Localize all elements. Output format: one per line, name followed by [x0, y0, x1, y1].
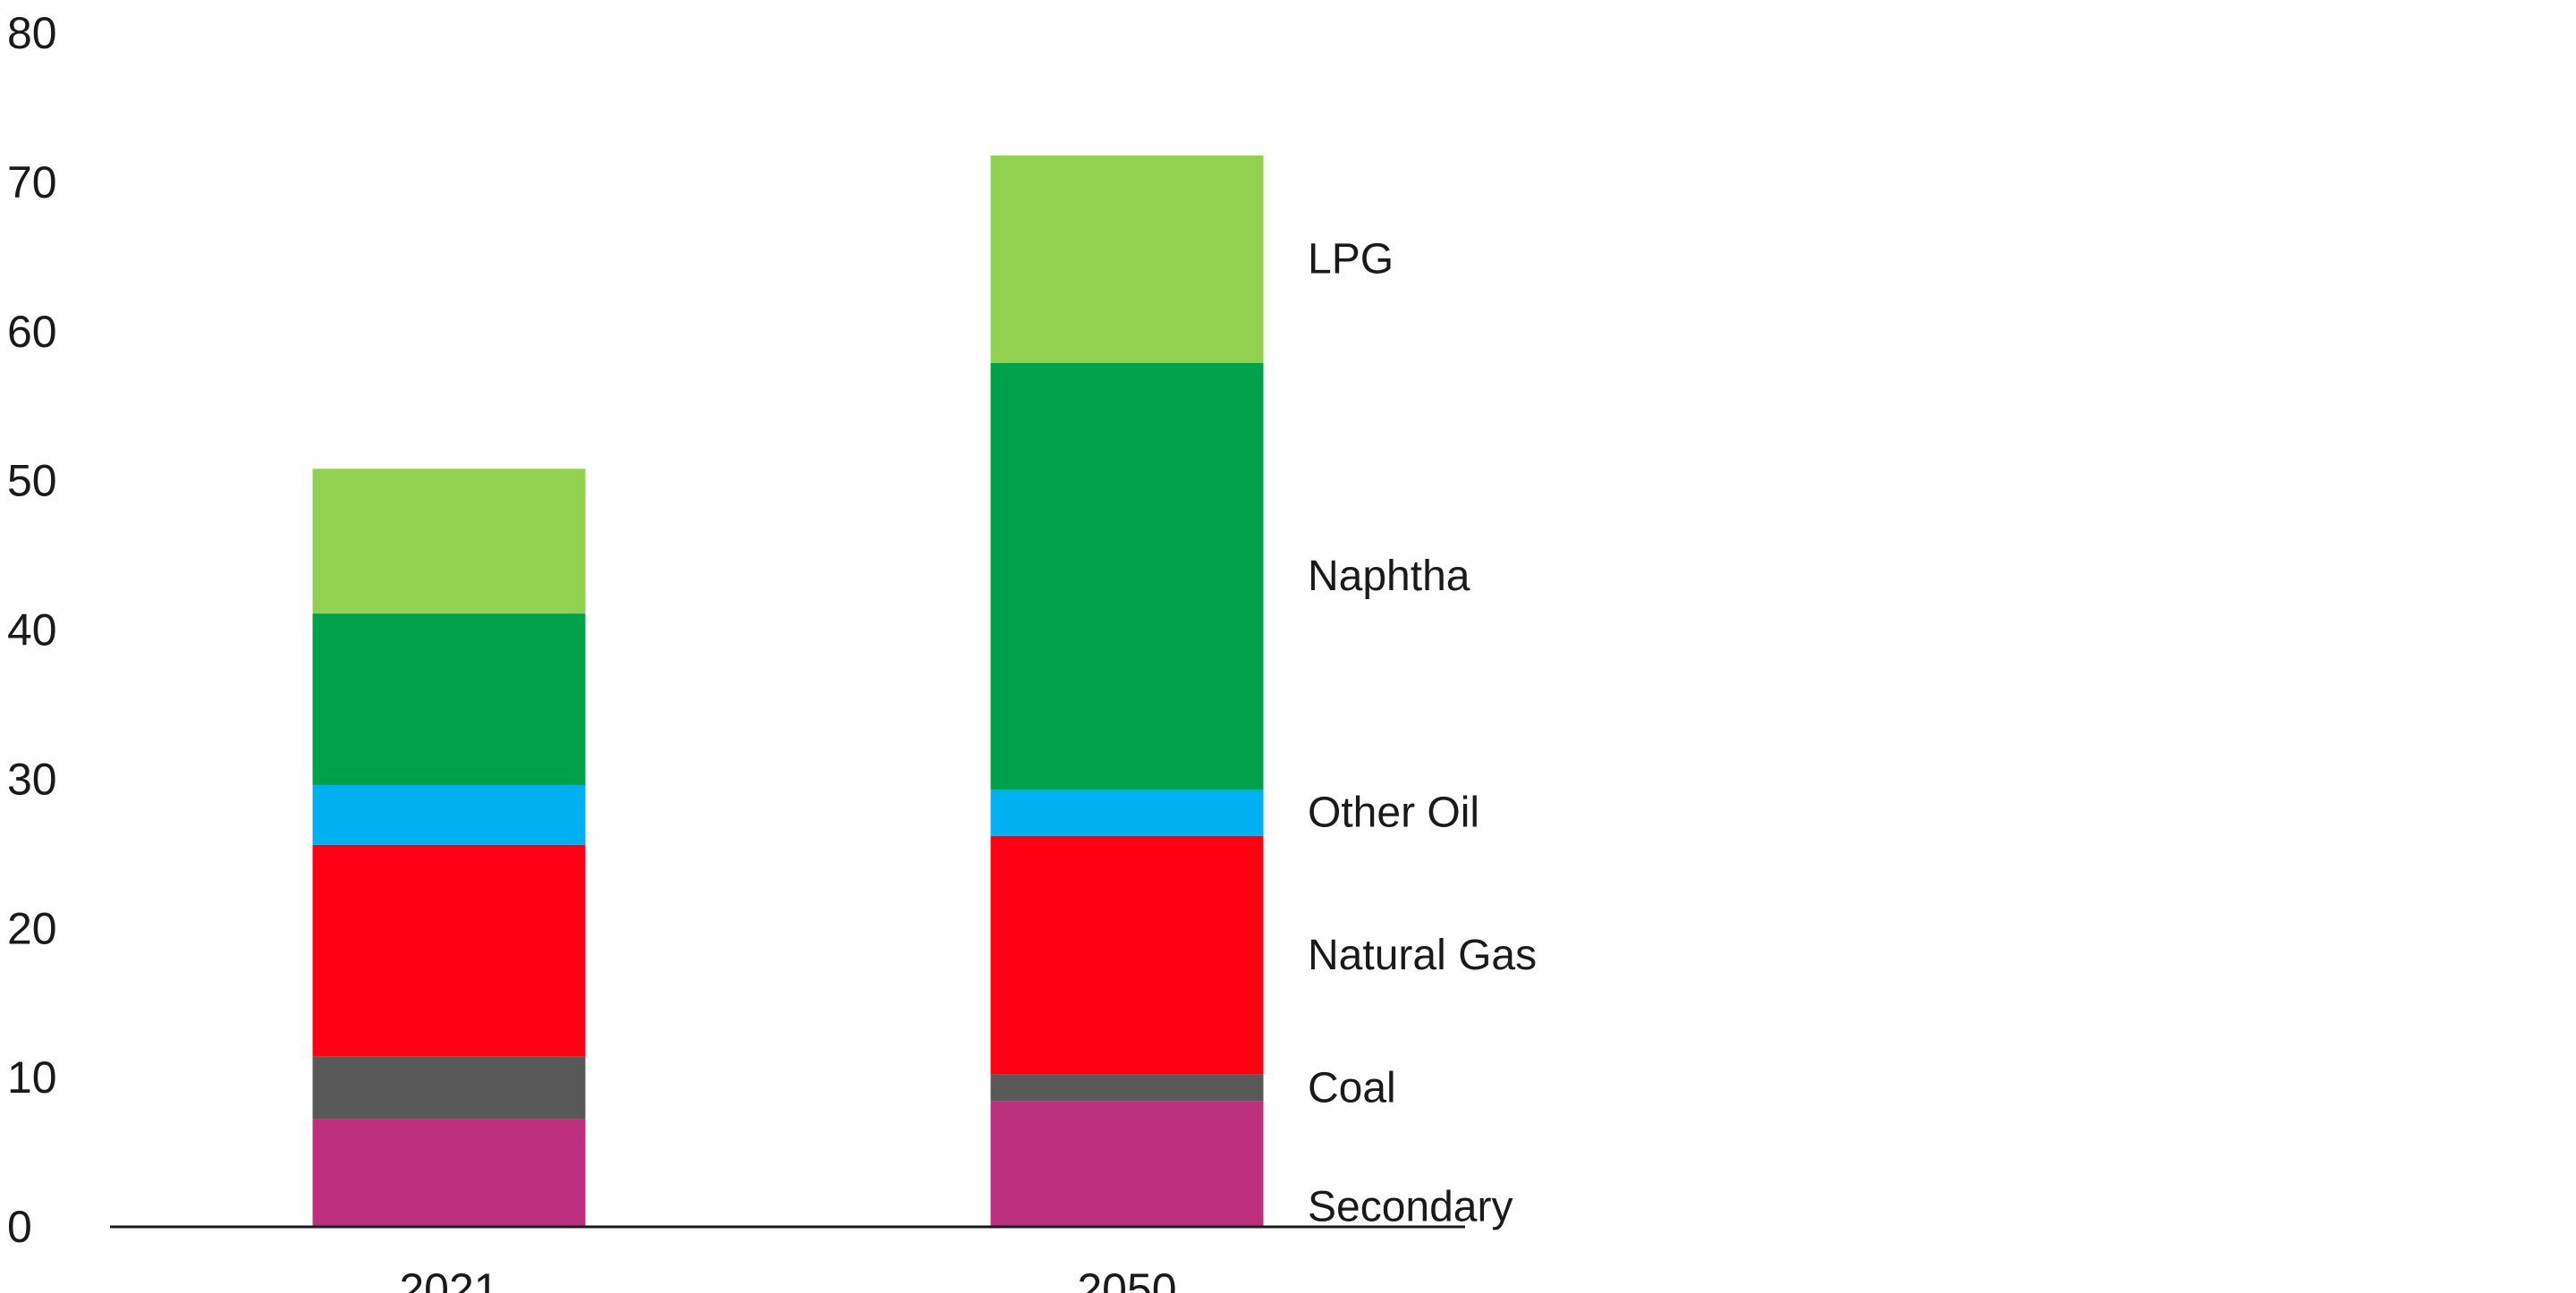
bar-segment-natural-gas-2021	[312, 844, 586, 1057]
y-tick-label: 30	[7, 754, 57, 804]
bars	[312, 155, 1264, 1227]
bar-segment-naphtha-2021	[312, 613, 586, 786]
y-tick-label: 10	[7, 1052, 57, 1103]
bar-segment-other-oil-2050	[990, 790, 1264, 836]
bar-segment-lpg-2050	[990, 155, 1264, 363]
bar-segment-naphtha-2050	[990, 362, 1264, 790]
y-tick-label: 80	[7, 8, 57, 58]
bar-segment-other-oil-2021	[312, 785, 586, 845]
y-axis-tick-labels: 0 10 20 30 40 50 60 70 80	[7, 8, 57, 1252]
y-tick-label: 70	[7, 157, 57, 207]
bar-segment-secondary-2050	[990, 1101, 1264, 1227]
y-tick-label: 50	[7, 456, 57, 506]
series-label-other-oil: Other Oil	[1308, 789, 1479, 836]
bar-segment-coal-2050	[990, 1074, 1264, 1102]
series-label-natural-gas: Natural Gas	[1308, 932, 1537, 979]
series-label-secondary: Secondary	[1308, 1183, 1513, 1230]
bar-segment-lpg-2021	[312, 469, 586, 614]
series-label-coal: Coal	[1308, 1064, 1396, 1111]
series-labels: Secondary Coal Natural Gas Other Oil Naphtha…	[1308, 235, 1537, 1230]
y-tick-label: 20	[7, 903, 57, 953]
y-tick-label: 0	[7, 1202, 32, 1252]
series-label-lpg: LPG	[1308, 235, 1394, 283]
bar-segment-natural-gas-2050	[990, 835, 1264, 1075]
y-tick-label: 40	[7, 605, 57, 655]
bar-segment-secondary-2021	[312, 1119, 586, 1227]
series-label-naphtha: Naphtha	[1308, 553, 1470, 600]
x-axis-tick-labels: 2021 2050	[399, 1264, 1176, 1293]
x-tick-label: 2021	[399, 1264, 498, 1293]
y-tick-label: 60	[7, 307, 57, 357]
bar-segment-coal-2021	[312, 1056, 586, 1120]
x-tick-label: 2050	[1077, 1264, 1176, 1293]
